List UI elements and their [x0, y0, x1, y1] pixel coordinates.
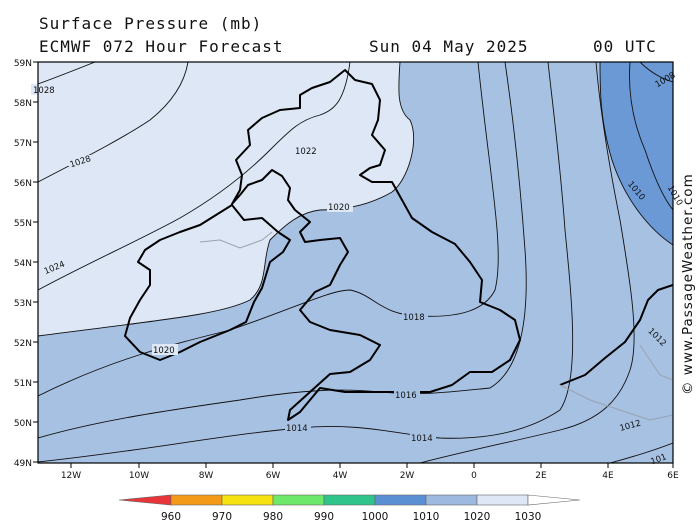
model-label: ECMWF 072 Hour Forecast	[39, 37, 284, 56]
isobar-label-1016: 1016	[395, 391, 417, 401]
lat-label: 57N	[14, 139, 32, 149]
isobar-label-1014a: 1014	[286, 424, 308, 434]
isobar-label-1014b: 1014	[411, 434, 433, 444]
lat-label: 53N	[14, 299, 32, 309]
legend-tick: 1000	[362, 511, 389, 523]
coastlines	[124, 69, 673, 421]
legend-tick: 990	[314, 511, 334, 523]
lat-label: 50N	[14, 419, 32, 429]
legend-tick: 980	[263, 511, 283, 523]
chart-title: Surface Pressure (mb)	[39, 14, 263, 33]
lon-label: 6W	[266, 471, 281, 481]
legend-ticks: 960 970 980 990 1000 1010 1020 1030	[161, 511, 541, 523]
legend-tick: 1030	[515, 511, 542, 523]
valid-date: Sun 04 May 2025	[369, 37, 529, 56]
isobar-label-1020b: 1020	[153, 346, 175, 356]
legend-swatch-below-960	[118, 494, 172, 506]
lat-label: 52N	[14, 339, 32, 349]
lon-label: 12W	[61, 471, 81, 481]
legend-tick: 1010	[413, 511, 440, 523]
lat-label: 51N	[14, 379, 32, 389]
lon-label: 6E	[667, 471, 679, 481]
legend-tick: 960	[161, 511, 181, 523]
lon-label: 10W	[129, 471, 149, 481]
valid-time: 00 UTC	[593, 37, 657, 56]
lon-label: 8W	[199, 471, 214, 481]
lat-label: 59N	[14, 59, 32, 69]
isobar-label-1022: 1022	[295, 147, 317, 157]
isobar-labels: 1028 1028 1024 1022 1020 1020 1018 1016 …	[31, 71, 684, 467]
legend-swatch-960	[170, 494, 223, 506]
isobar-label-1020a: 1020	[328, 203, 350, 213]
legend-swatch-above-1030	[527, 494, 581, 506]
lon-label: 0	[471, 471, 477, 481]
lat-label: 49N	[14, 459, 32, 469]
legend-tick: 970	[212, 511, 232, 523]
color-legend: 960 970 980 990 1000 1010 1020 1030	[118, 494, 581, 523]
legend-tick: 1020	[464, 511, 491, 523]
pressure-fill	[38, 62, 673, 463]
borders	[199, 231, 673, 421]
lat-label: 55N	[14, 219, 32, 229]
lat-label: 58N	[14, 99, 32, 109]
legend-swatch-1010	[425, 494, 478, 506]
lon-label: 2E	[535, 471, 547, 481]
longitude-axis: 12W 10W 8W 6W 4W 2W 0 2E 4E 6E	[61, 463, 679, 481]
lon-label: 4W	[333, 471, 348, 481]
watermark-text: © www.PassageWeather.com	[680, 173, 696, 395]
legend-swatch-970	[221, 494, 274, 506]
watermark: © www.PassageWeather.com	[676, 150, 698, 400]
lat-label: 54N	[14, 259, 32, 269]
isobar-label-1028a: 1028	[33, 86, 55, 96]
lon-label: 4E	[602, 471, 614, 481]
legend-swatch-980	[272, 494, 325, 506]
legend-swatch-1020	[476, 494, 529, 506]
isobar-label-1018: 1018	[403, 313, 425, 323]
isobars	[38, 62, 673, 463]
lon-label: 2W	[400, 471, 415, 481]
lat-label: 56N	[14, 179, 32, 189]
legend-swatch-1000	[374, 494, 427, 506]
latitude-axis: 59N 58N 57N 56N 55N 54N 53N 52N 51N 50N …	[14, 59, 38, 469]
legend-swatch-990	[323, 494, 376, 506]
